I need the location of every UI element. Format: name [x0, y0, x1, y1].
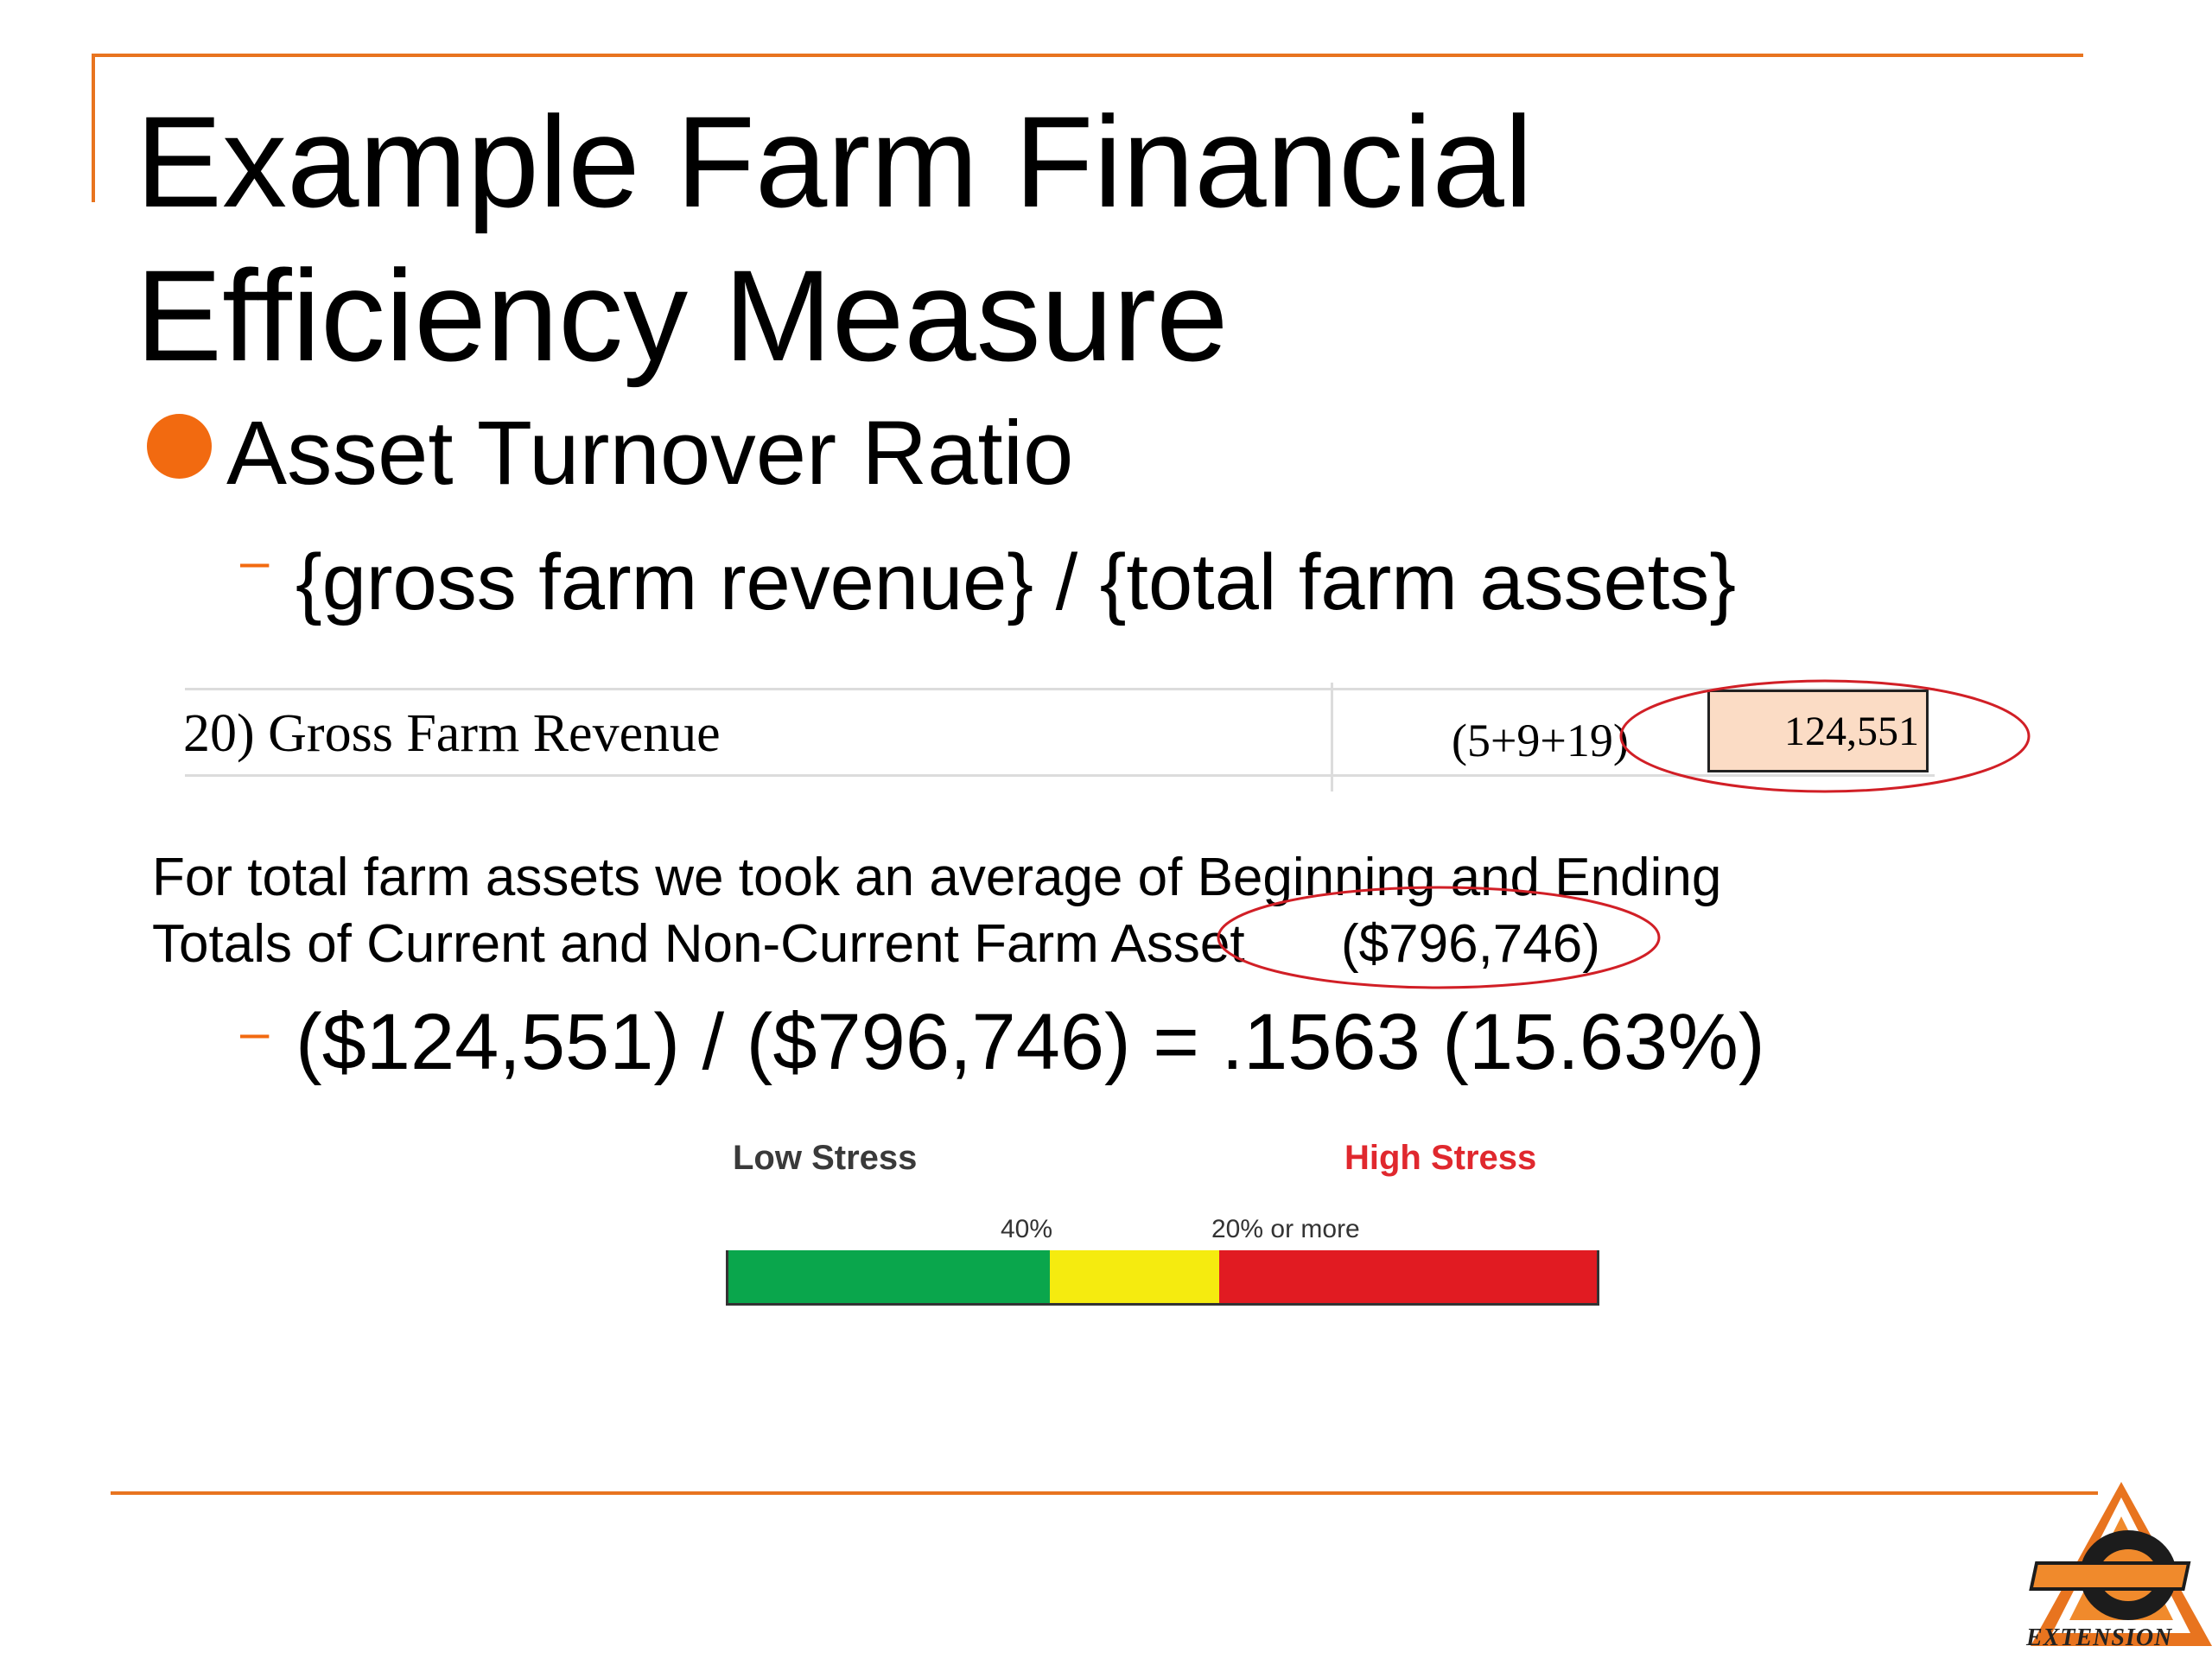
sub-bullet-dash-icon: –	[240, 532, 270, 590]
osu-extension-logo-icon	[2029, 1482, 2212, 1646]
bullet-asset-turnover: Asset Turnover Ratio	[226, 403, 1074, 504]
top-accent-rule	[92, 54, 2083, 57]
bullet-dot-icon	[147, 414, 212, 479]
left-accent-rule	[92, 54, 95, 202]
extension-wordmark: EXTENSION	[2026, 1624, 2173, 1651]
stress-scale-bar	[726, 1250, 1599, 1306]
gross-farm-revenue-value-text: 124,551	[1784, 708, 1919, 754]
gross-farm-revenue-formula: (5+9+19)	[1452, 715, 1629, 766]
slide-title-line-1: Example Farm Financial	[136, 89, 1534, 234]
bottom-accent-rule	[111, 1491, 2098, 1495]
stress-segment-high	[1218, 1250, 1597, 1303]
stress-segment-low	[728, 1250, 1050, 1303]
threshold-20-label: 20% or more	[1211, 1215, 1360, 1243]
explanation-line-1: For total farm assets we took an average…	[152, 848, 1722, 907]
slide-title-line-2: Efficiency Measure	[136, 243, 1229, 388]
gross-farm-revenue-value: 124,551	[1707, 690, 1929, 772]
high-stress-label: High Stress	[1344, 1139, 1537, 1177]
total-assets-amount: ($796,746)	[1341, 914, 1600, 974]
sub-bullet-formula: {gross farm revenue} / {total farm asset…	[296, 538, 1737, 626]
calc-dash-icon: –	[240, 1003, 270, 1061]
threshold-40-label: 40%	[1001, 1215, 1053, 1243]
row-bottom-border	[185, 774, 1935, 777]
gross-farm-revenue-label: 20) Gross Farm Revenue	[183, 704, 721, 763]
explanation-line-2: Totals of Current and Non-Current Farm A…	[152, 914, 1245, 974]
asset-turnover-calculation: ($124,551) / ($796,746) = .1563 (15.63%)	[296, 998, 1765, 1086]
row-column-divider	[1331, 683, 1333, 791]
row-top-border	[185, 688, 1935, 690]
low-stress-label: Low Stress	[733, 1139, 918, 1177]
stress-segment-moderate	[1049, 1250, 1219, 1303]
